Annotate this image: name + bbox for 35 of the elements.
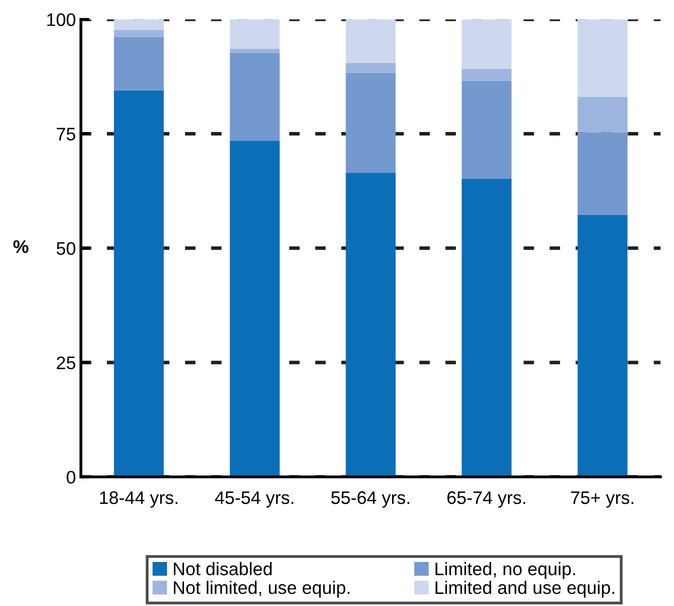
y-tick-label: 25	[56, 356, 76, 370]
legend-label: Limited and use equip.	[436, 580, 614, 598]
legend-label: Not disabled	[174, 562, 272, 576]
bar	[462, 178, 512, 477]
bar	[346, 72, 396, 173]
y-axis-title: %	[13, 240, 28, 253]
bar	[578, 19, 628, 97]
y-tick-label: 50	[56, 242, 76, 255]
bar	[114, 19, 164, 30]
bar	[462, 68, 512, 81]
y-tick-label: 75	[56, 128, 76, 140]
y-tick-label: 100	[47, 13, 76, 26]
x-tick-label: 55-64 yrs.	[331, 491, 410, 508]
bar	[346, 62, 396, 73]
x-tick-label: 75+ yrs.	[571, 491, 634, 508]
bar	[462, 19, 512, 69]
bar	[230, 52, 280, 141]
legend-label: Not limited, use equip.	[174, 580, 350, 598]
x-tick-label: 18-44 yrs.	[100, 491, 178, 508]
x-tick-label: 65-74 yrs.	[447, 491, 526, 508]
legend-label: Limited, no equip.	[436, 562, 576, 579]
bar	[346, 19, 396, 63]
bar	[462, 80, 512, 179]
bar	[114, 30, 164, 37]
bar	[346, 172, 396, 477]
bar	[578, 132, 628, 215]
bar	[114, 36, 164, 90]
bar	[114, 90, 164, 477]
y-tick-label: 0	[66, 470, 76, 484]
x-tick-label: 45-54 yrs.	[215, 491, 294, 508]
bar	[230, 48, 280, 53]
bar	[230, 140, 280, 477]
bar	[578, 96, 628, 132]
bar	[578, 214, 628, 477]
bar	[230, 19, 280, 49]
